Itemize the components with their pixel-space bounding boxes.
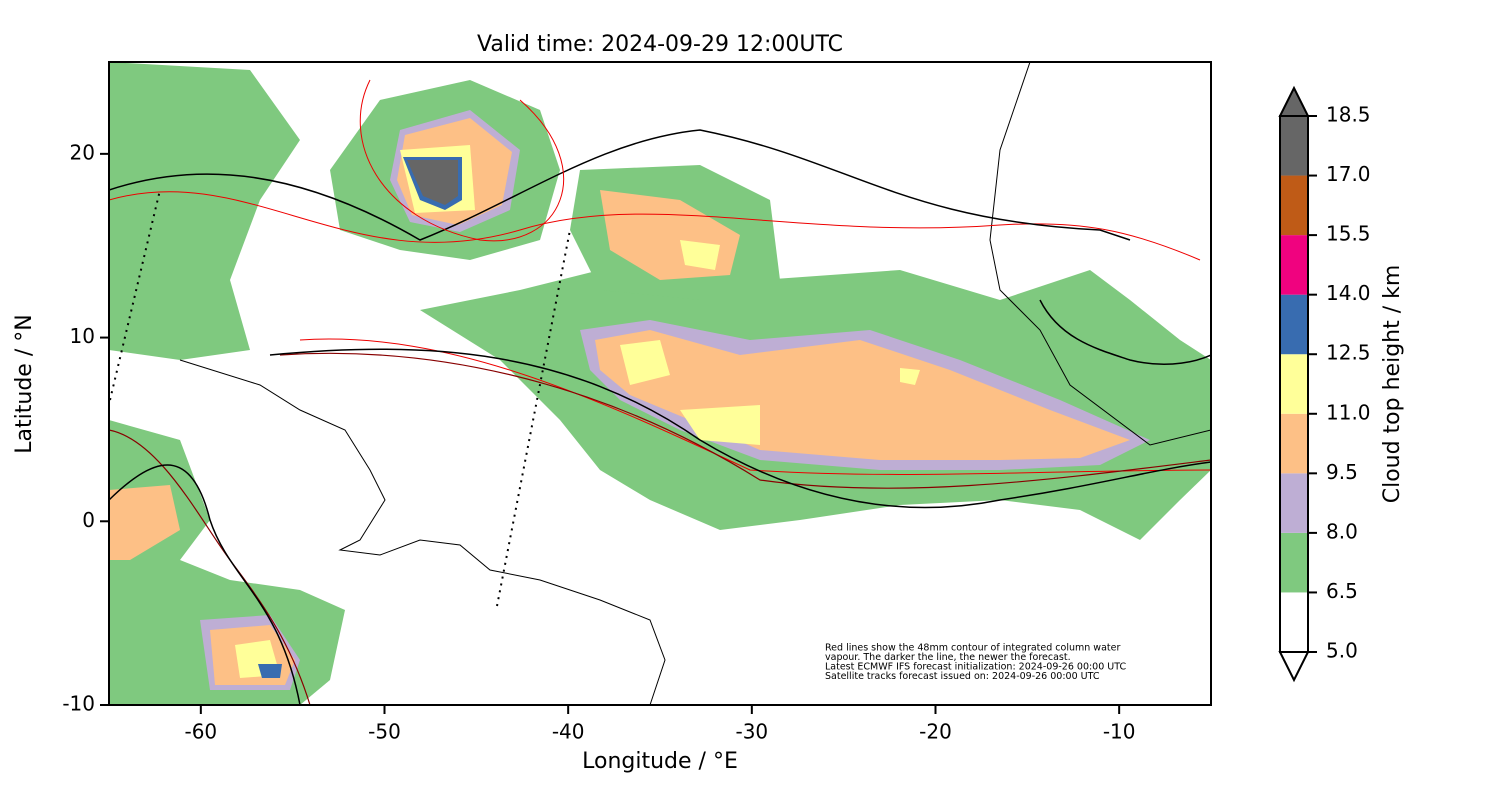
- annotation-line: vapour. The darker the line, the newer t…: [825, 652, 1071, 663]
- x-tick-label: -10: [1103, 720, 1136, 744]
- satellite-track: [496, 229, 571, 607]
- y-tick-label: 0: [82, 508, 95, 532]
- contour-line: [109, 129, 1131, 241]
- x-tick-label: -40: [552, 720, 585, 744]
- colorbar-tick-label: 9.5: [1326, 460, 1358, 484]
- colorbar-segment: [1280, 294, 1308, 355]
- colorbar-segment: [1280, 532, 1308, 593]
- chart-title: Valid time: 2024-09-29 12:00UTC: [477, 32, 843, 57]
- colorbar-tick-label: 12.5: [1326, 341, 1371, 365]
- annotation: Red lines show the 48mm contour of integ…: [825, 643, 1126, 683]
- coastline: [989, 62, 1211, 446]
- colorbar-segment: [1280, 116, 1308, 176]
- colorbar-segment: [1280, 473, 1308, 533]
- y-tick-label: 20: [70, 140, 95, 164]
- x-axis-label: Longitude / °E: [582, 749, 738, 774]
- annotation-line: Satellite tracks forecast issued on: 202…: [825, 671, 1100, 682]
- colorbar-frame: [1279, 115, 1309, 653]
- colorbar-tick-label: 17.0: [1326, 162, 1371, 186]
- cloud-fill: [258, 664, 282, 678]
- colorbar-tick-label: 6.5: [1326, 579, 1358, 603]
- cloud-fill: [620, 340, 920, 445]
- cloud-fill: [109, 485, 180, 560]
- cloud-fill: [109, 62, 300, 360]
- x-tick-label: -50: [368, 720, 401, 744]
- colorbar-tick-label: 15.5: [1326, 222, 1371, 246]
- coastline: [179, 359, 666, 705]
- contour-line: [269, 348, 1211, 509]
- map-layer: [109, 62, 1211, 705]
- colorbar-segment: [1280, 354, 1308, 414]
- x-tick-label: -30: [735, 720, 768, 744]
- y-tick-label: 10: [70, 324, 95, 348]
- cloud-fill: [680, 240, 720, 270]
- colorbar-label: Cloud top height / km: [1380, 265, 1405, 504]
- colorbar-tick-label: 18.5: [1326, 103, 1371, 127]
- cloud-fill: [407, 160, 458, 205]
- contour-line: [109, 464, 301, 705]
- x-tick-label: -60: [184, 720, 217, 744]
- contour-line: [359, 79, 564, 242]
- annotation-line: Red lines show the 48mm contour of integ…: [825, 643, 1120, 654]
- colorbar-tick-label: 8.0: [1326, 519, 1358, 543]
- colorbar-segment: [1280, 235, 1308, 295]
- x-tick-label: -20: [919, 720, 952, 744]
- contour-line: [1039, 299, 1211, 366]
- colorbar-tick-label: 14.0: [1326, 281, 1371, 305]
- axes-frame: [108, 61, 1212, 706]
- contour-line: [109, 191, 1201, 261]
- y-tick-label: -10: [62, 692, 95, 716]
- colorbar-segment: [1280, 592, 1308, 652]
- colorbar-tick-label: 5.0: [1326, 639, 1358, 663]
- colorbar-extend-min: [1278, 651, 1310, 683]
- y-axis-label: Latitude / °N: [12, 314, 37, 453]
- colorbar-tick-label: 11.0: [1326, 400, 1371, 424]
- colorbar-segment: [1280, 175, 1308, 236]
- satellite-track: [109, 189, 161, 401]
- annotation-line: Latest ECMWF IFS forecast initialization…: [825, 662, 1126, 673]
- colorbar-extend-max: [1278, 85, 1310, 117]
- colorbar-segment: [1280, 413, 1308, 474]
- contour-line: [279, 352, 1211, 489]
